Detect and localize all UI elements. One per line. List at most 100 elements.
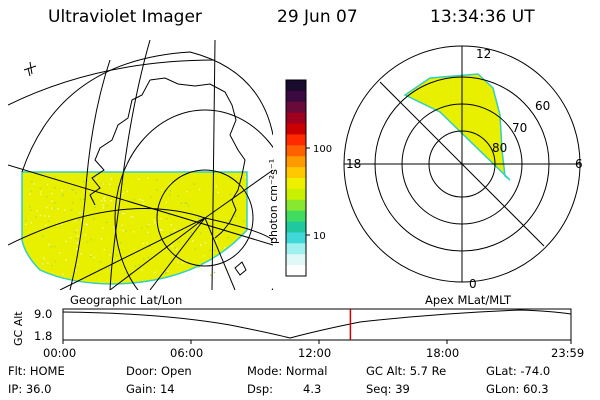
speckle-dot — [58, 252, 61, 254]
timeline-axis-label: GC Alt — [12, 311, 25, 346]
speckle-dot — [228, 220, 230, 222]
speckle-dot — [161, 229, 163, 231]
colorbar-cell — [286, 254, 306, 266]
colorbar-cell — [286, 167, 306, 179]
speckle-dot — [197, 225, 199, 227]
speckle-dot — [70, 209, 73, 211]
speckle-dot — [83, 198, 85, 201]
timeline-ytick-low: 1.8 — [34, 329, 52, 343]
speckle-dot — [44, 215, 46, 217]
gain-value: Gain: 14 — [126, 382, 175, 396]
speckle-dot — [80, 253, 82, 255]
polar-label-0: 0 — [469, 277, 477, 291]
dsp-label: Dsp: — [247, 382, 274, 396]
speckle-dot — [210, 274, 212, 276]
header-date: 29 Jun 07 — [277, 7, 358, 27]
speckle-dot — [142, 242, 145, 245]
speckle-dot — [178, 241, 180, 243]
speckle-dot — [214, 249, 216, 252]
speckle-dot — [57, 207, 59, 210]
speckle-dot — [31, 181, 33, 183]
speckle-dot — [149, 245, 151, 247]
speckle-dot — [141, 269, 143, 271]
speckle-dot — [29, 206, 31, 208]
speckle-dot — [62, 195, 64, 197]
colorbar-cell — [286, 134, 306, 146]
speckle-dot — [219, 247, 221, 249]
speckle-dot — [75, 269, 77, 271]
speckle-dot — [204, 241, 207, 244]
speckle-dot — [77, 263, 79, 265]
speckle-dot — [150, 196, 152, 198]
colorbar-cell — [286, 199, 306, 212]
speckle-dot — [125, 271, 128, 274]
speckle-dot — [47, 220, 50, 222]
colorbar-tick-10: 10 — [313, 231, 326, 242]
speckle-dot — [165, 201, 167, 204]
speckle-dot — [196, 267, 198, 269]
speckle-dot — [217, 191, 219, 194]
speckle-dot — [86, 223, 88, 226]
speckle-dot — [61, 193, 64, 195]
speckle-dot — [86, 241, 88, 243]
speckle-dot — [190, 232, 192, 234]
speckle-dot — [109, 254, 111, 256]
geo-latitude: GLat: -74.0 — [486, 364, 551, 378]
speckle-dot — [74, 231, 77, 233]
colorbar-unit-label: photon cm⁻²s⁻¹ — [267, 159, 280, 244]
colorbar-cell — [286, 178, 306, 190]
speckle-dot — [51, 200, 53, 202]
speckle-dot — [50, 246, 53, 248]
colorbar-cell — [286, 80, 306, 92]
timeline-xtick-2: 12:00 — [298, 346, 331, 360]
speckle-dot — [93, 256, 96, 259]
timeline-right-title: Apex MLat/MLT — [425, 293, 512, 307]
speckle-dot — [122, 229, 124, 232]
speckle-dot — [122, 183, 124, 185]
speckle-dot — [180, 176, 182, 178]
speckle-dot — [208, 249, 211, 252]
speckle-dot — [30, 222, 32, 224]
polar-ring-70: 70 — [512, 121, 527, 135]
speckle-dot — [192, 240, 194, 242]
speckle-dot — [177, 261, 179, 264]
speckle-dot — [240, 175, 242, 177]
speckle-dot — [207, 219, 209, 221]
speckle-dot — [81, 219, 83, 221]
speckle-dot — [206, 217, 208, 219]
speckle-dot — [69, 237, 72, 239]
flight-status: Flt: HOME — [8, 364, 65, 378]
speckle-dot — [75, 192, 77, 194]
speckle-dot — [146, 226, 149, 228]
speckle-dot — [175, 248, 178, 251]
speckle-dot — [229, 193, 231, 195]
speckle-dot — [76, 235, 79, 237]
speckle-dot — [141, 227, 143, 230]
colorbar-cells — [286, 80, 306, 277]
speckle-dot — [132, 231, 135, 233]
speckle-dot — [121, 224, 123, 226]
speckle-dot — [117, 186, 119, 188]
timeline-xtick-0: 00:00 — [43, 346, 76, 360]
speckle-dot — [71, 188, 73, 190]
speckle-dot — [147, 231, 149, 234]
speckle-dot — [185, 260, 187, 262]
speckle-dot — [72, 189, 75, 191]
speckle-dot — [180, 228, 182, 230]
speckle-dot — [54, 186, 56, 189]
speckle-dot — [184, 202, 186, 204]
speckle-dot — [95, 177, 97, 180]
speckle-dot — [102, 207, 104, 209]
speckle-dot — [167, 270, 169, 272]
speckle-dot — [235, 175, 237, 178]
speckle-dot — [244, 176, 247, 178]
speckle-dot — [198, 217, 200, 220]
speckle-dot — [147, 177, 149, 179]
speckle-dot — [50, 192, 53, 195]
speckle-dot — [181, 262, 184, 264]
speckle-dot — [168, 214, 170, 216]
speckle-dot — [102, 183, 104, 185]
speckle-dot — [120, 242, 122, 244]
dsp-value: 4.3 — [303, 382, 322, 396]
